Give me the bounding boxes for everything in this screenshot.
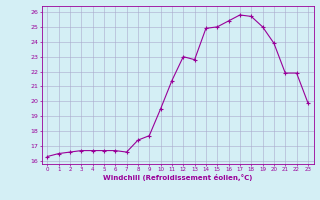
X-axis label: Windchill (Refroidissement éolien,°C): Windchill (Refroidissement éolien,°C) [103, 174, 252, 181]
